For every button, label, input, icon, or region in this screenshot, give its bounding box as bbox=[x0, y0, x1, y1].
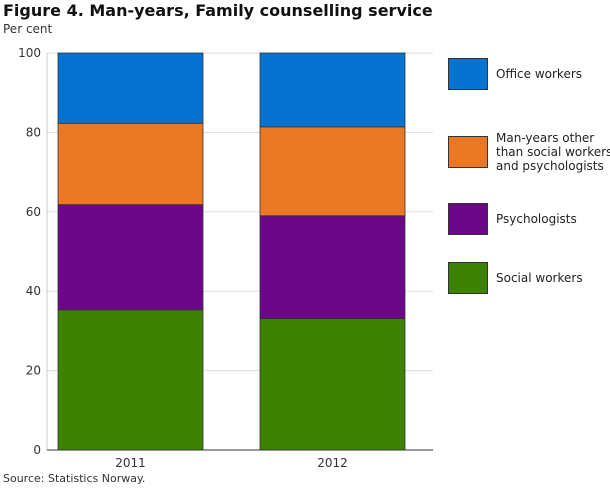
bar-segment bbox=[57, 52, 204, 124]
legend-item: Psychologists bbox=[448, 203, 577, 235]
legend-item: Social workers bbox=[448, 262, 583, 294]
y-tick-label: 20 bbox=[26, 364, 41, 378]
legend-swatch bbox=[448, 262, 488, 294]
legend-item: Man-years other than social workers and … bbox=[448, 131, 610, 173]
y-tick-label: 0 bbox=[33, 443, 41, 457]
chart-plot: 0 20 40 60 80 100 2011 2012 bbox=[18, 46, 433, 470]
x-tick-label: 2012 bbox=[317, 456, 348, 470]
bar-segment bbox=[259, 52, 406, 128]
legend-label: Psychologists bbox=[496, 212, 577, 226]
y-tick-label: 80 bbox=[26, 125, 41, 139]
legend-swatch bbox=[448, 203, 488, 235]
legend-label: Social workers bbox=[496, 271, 583, 285]
bar-segment bbox=[259, 126, 406, 217]
legend-swatch bbox=[448, 136, 488, 168]
y-tick-label: 100 bbox=[18, 46, 41, 60]
bar-segment bbox=[57, 204, 204, 311]
bar-segment bbox=[57, 122, 204, 206]
chart-title: Figure 4. Man-years, Family counselling … bbox=[3, 1, 433, 20]
source-note: Source: Statistics Norway. bbox=[3, 472, 146, 485]
y-tick-label: 60 bbox=[26, 205, 41, 219]
legend-swatch bbox=[448, 58, 488, 90]
legend-item: Office workers bbox=[448, 58, 582, 90]
legend-label: Man-years other than social workers and … bbox=[496, 131, 610, 173]
y-tick-label: 40 bbox=[26, 284, 41, 298]
bar-segment bbox=[259, 318, 406, 451]
legend-label: Office workers bbox=[496, 67, 583, 81]
bar-segment bbox=[259, 215, 406, 319]
y-axis-label: Per cent bbox=[3, 22, 53, 36]
x-tick-label: 2011 bbox=[115, 456, 146, 470]
bar-segment bbox=[57, 309, 204, 451]
